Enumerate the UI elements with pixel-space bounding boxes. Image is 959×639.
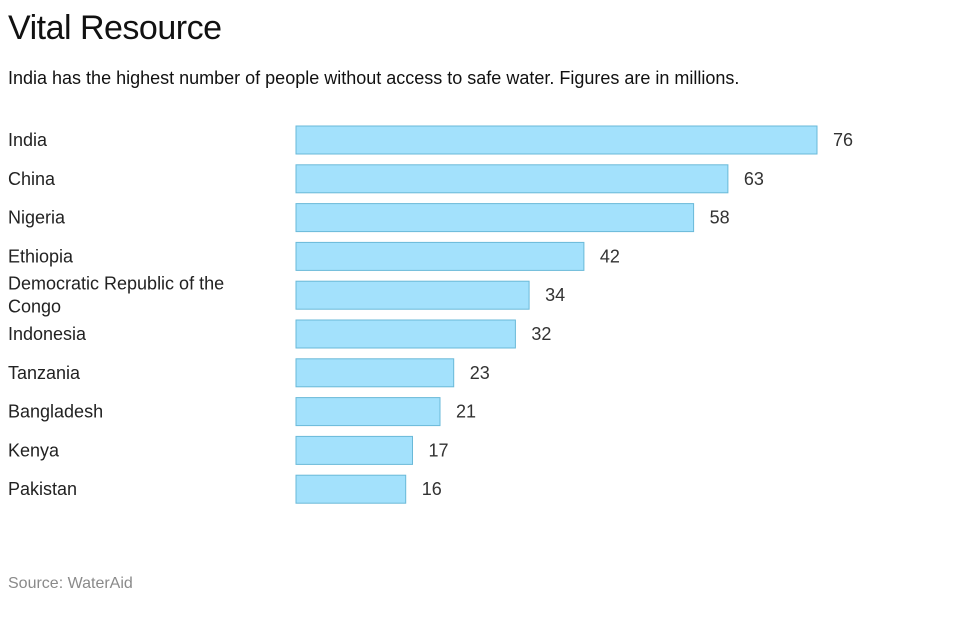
bar-pakistan: [295, 474, 407, 504]
bar-ethiopia: [295, 241, 585, 271]
chart-title: Vital Resource: [8, 9, 222, 47]
value-label: 76: [833, 130, 853, 150]
bar-china: [295, 164, 729, 194]
bar-bangladesh: [295, 397, 441, 427]
chart-subtitle: India has the highest number of people w…: [8, 68, 740, 88]
value-label: 32: [531, 324, 551, 344]
category-label: Tanzania: [8, 363, 81, 383]
bar-india: [295, 125, 818, 155]
value-label: 42: [600, 246, 620, 266]
category-label: Indonesia: [8, 324, 87, 344]
category-label: Bangladesh: [8, 402, 103, 422]
category-label: India: [8, 130, 48, 150]
value-label: 16: [422, 479, 442, 499]
bar-indonesia: [295, 319, 516, 349]
value-label: 23: [470, 363, 490, 383]
value-label: 21: [456, 402, 476, 422]
value-label: 17: [429, 440, 449, 460]
bar-nigeria: [295, 203, 695, 233]
category-label: Ethiopia: [8, 246, 74, 266]
bar-kenya: [295, 435, 413, 465]
value-label: 58: [710, 208, 730, 228]
category-label: Democratic Republic of the Congo: [8, 274, 224, 317]
category-label: Nigeria: [8, 208, 66, 228]
value-label: 63: [744, 169, 764, 189]
category-label: Pakistan: [8, 479, 77, 499]
category-label: Kenya: [8, 440, 60, 460]
value-label: 34: [545, 285, 565, 305]
bar-tanzania: [295, 358, 455, 388]
source-note: Source: WaterAid: [8, 575, 133, 592]
category-label: China: [8, 169, 56, 189]
bar-democratic-republic-of-the-congo: [295, 280, 530, 310]
